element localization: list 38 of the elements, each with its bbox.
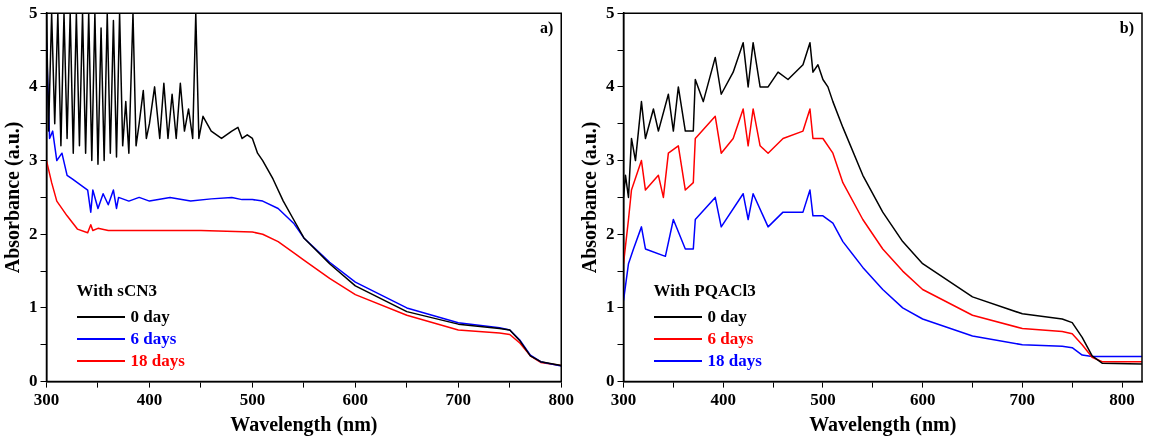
y-tick-label: 2 bbox=[29, 223, 38, 243]
x-tick-label: 800 bbox=[1109, 390, 1135, 410]
legend-label: 0 day bbox=[707, 305, 747, 328]
x-tick-label: 700 bbox=[445, 390, 472, 410]
x-tick-label: 300 bbox=[610, 390, 637, 410]
x-axis-title: Wavelength (nm) bbox=[809, 413, 957, 437]
x-tick-label: 600 bbox=[342, 390, 369, 410]
x-tick-label: 300 bbox=[33, 390, 60, 410]
y-tick-label: 3 bbox=[29, 149, 38, 169]
x-tick-label: 400 bbox=[710, 390, 736, 410]
y-tick-label: 2 bbox=[606, 223, 615, 243]
y-tick-label: 3 bbox=[606, 149, 615, 169]
y-tick-label: 1 bbox=[606, 297, 615, 317]
x-tick-label: 700 bbox=[1009, 390, 1036, 410]
y-tick-label: 5 bbox=[606, 2, 615, 22]
x-axis-title: Wavelength (nm) bbox=[230, 413, 378, 437]
y-tick-label: 5 bbox=[29, 2, 38, 22]
y-tick-label: 4 bbox=[29, 76, 38, 96]
y-tick-label: 0 bbox=[606, 370, 615, 390]
annotation: a) bbox=[539, 19, 554, 38]
legend-label: 18 days bbox=[707, 349, 762, 372]
y-axis-title: Absorbance (a.u.) bbox=[1, 121, 25, 274]
legend-title: With PQACl3 bbox=[653, 279, 757, 302]
legend-label: 18 days bbox=[130, 349, 185, 372]
y-tick-label: 4 bbox=[606, 76, 615, 96]
x-tick-label: 800 bbox=[548, 390, 574, 410]
x-tick-label: 500 bbox=[810, 390, 836, 410]
y-axis-title: Absorbance (a.u.) bbox=[578, 121, 602, 274]
y-tick-label: 0 bbox=[29, 370, 38, 390]
legend-label: 6 days bbox=[707, 327, 754, 350]
x-tick-label: 400 bbox=[136, 390, 163, 410]
x-tick-label: 500 bbox=[239, 390, 266, 410]
y-tick-label: 1 bbox=[29, 297, 38, 317]
legend-title: With sCN3 bbox=[76, 279, 158, 302]
legend-label: 0 day bbox=[130, 305, 170, 328]
annotation: b) bbox=[1119, 19, 1134, 38]
legend-label: 6 days bbox=[130, 327, 177, 350]
x-tick-label: 600 bbox=[909, 390, 936, 410]
